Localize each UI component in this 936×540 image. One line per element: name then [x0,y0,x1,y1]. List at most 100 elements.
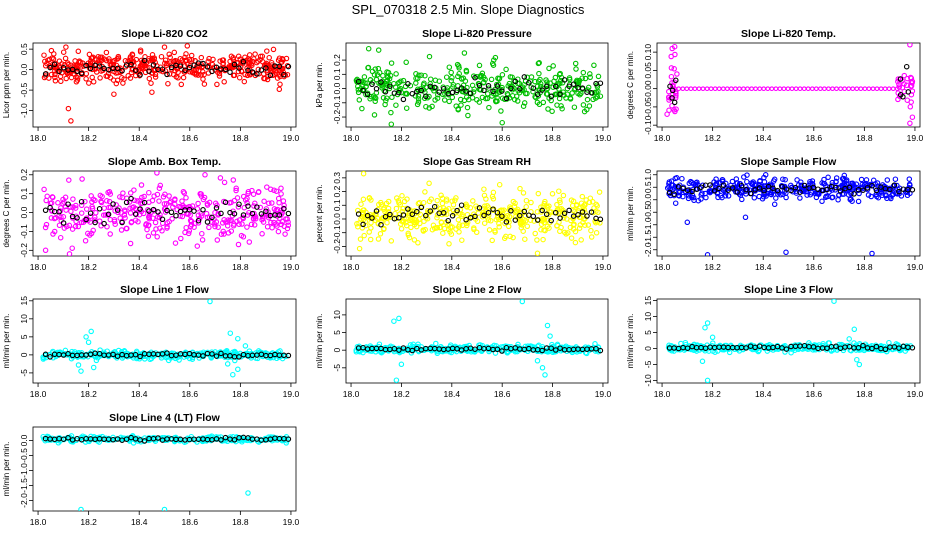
data-point [426,198,433,205]
screened-point [669,95,675,101]
data-point [261,75,267,82]
outlier-point [519,299,526,305]
data-point [524,223,531,230]
outlier-point [534,250,541,256]
panel-title: Slope Line 4 (LT) Flow [109,412,220,424]
data-point [413,223,420,230]
data-point [41,52,47,58]
data-point [55,200,61,206]
data-point [449,224,455,230]
data-point [153,226,159,232]
data-point [481,220,488,226]
screened-point [218,350,224,357]
data-point [489,237,495,244]
data-point [415,210,421,216]
data-point [260,219,267,225]
data-point [780,176,786,182]
screened-point [503,219,510,225]
x-tick-label: 18.0 [343,133,360,143]
data-point [549,191,556,197]
screened-point [110,351,116,358]
data-point [183,51,189,57]
data-point [574,78,581,85]
data-point [150,230,157,236]
data-point [690,194,697,201]
y-tick-label: -5 [19,369,29,377]
data-point [42,224,49,231]
screened-point [74,68,80,75]
y-tick-label: 0.3 [332,172,342,184]
data-point [105,70,112,76]
data-point [73,202,79,209]
screened-point [150,206,157,213]
outlier-point [68,118,74,124]
data-point [557,80,563,87]
data-point [87,58,94,65]
data-point [241,78,248,85]
data-point [492,229,498,235]
data-point [128,69,135,76]
x-tick-label: 19.0 [283,133,300,143]
data-point [557,206,563,212]
screened-point [60,64,67,71]
data-point [524,90,530,97]
y-tick-label: -0.5 [19,448,29,463]
screened-point [285,210,292,217]
data-point [89,205,96,212]
data-point [165,80,171,87]
data-point [470,198,476,204]
screened-point [119,67,125,74]
data-point [215,210,221,217]
data-point [454,61,461,68]
data-point [907,104,914,110]
y-axis-label: ml/min per min. [2,442,11,497]
x-tick-label: 18.6 [494,262,511,272]
screened-point [227,69,233,75]
data-point [166,51,172,58]
data-point [194,243,201,249]
data-point [542,198,548,205]
data-point [367,236,374,243]
data-point [180,74,187,81]
screened-point [204,64,211,70]
data-point [278,191,284,197]
data-point [496,75,503,82]
data-point [739,196,745,203]
data-point [729,178,736,185]
x-tick-label: 18.2 [80,517,97,527]
x-tick-label: 19.0 [595,262,612,272]
screened-point [405,81,411,87]
data-point [403,59,409,66]
screened-point [42,71,49,77]
data-point [441,97,448,103]
data-point [101,205,107,211]
screened-point [231,211,238,217]
data-point [357,236,364,242]
data-point [720,86,726,92]
data-point [111,68,117,75]
data-point [388,238,395,244]
data-point [434,214,440,221]
data-point [847,196,853,203]
data-point [434,204,440,210]
data-point [149,197,156,204]
data-point [361,74,368,80]
data-point [554,102,560,108]
data-point [586,103,593,109]
data-point [716,86,722,92]
data-point [158,53,165,60]
data-point [725,193,732,199]
screened-point [400,345,407,351]
data-point [671,66,677,72]
data-point [133,348,140,355]
screened-point [671,99,678,106]
screened-point [481,212,487,219]
data-point [260,215,266,222]
screened-point [783,346,790,352]
data-point [269,200,275,206]
data-point [767,191,774,197]
outlier-point [88,328,94,335]
data-point [361,232,367,239]
x-tick-label: 18.2 [704,133,721,143]
screened-point [92,219,98,226]
